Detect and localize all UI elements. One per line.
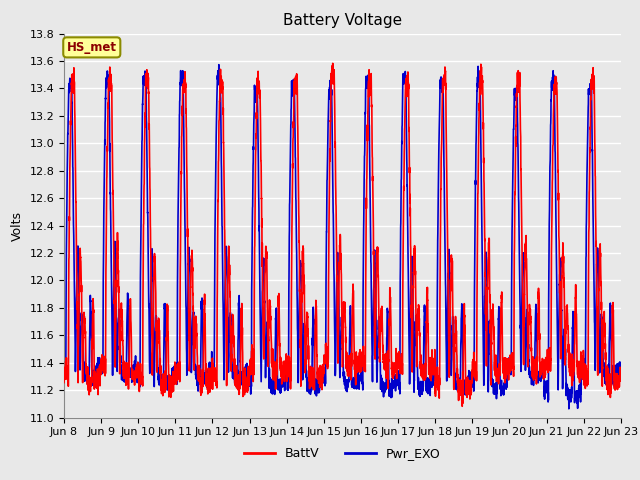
Pwr_EXO — [299, 366, 307, 372]
BattV — [60, 380, 68, 385]
BattV — [329, 60, 337, 66]
Text: HS_met: HS_met — [67, 41, 116, 54]
Pwr_EXO — [565, 406, 573, 412]
Pwr_EXO — [465, 374, 472, 380]
BattV — [298, 256, 306, 262]
Y-axis label: Volts: Volts — [11, 211, 24, 240]
Legend: BattV, Pwr_EXO: BattV, Pwr_EXO — [239, 442, 446, 465]
Pwr_EXO — [325, 92, 333, 98]
Pwr_EXO — [572, 393, 580, 399]
Pwr_EXO — [600, 368, 608, 374]
Line: BattV: BattV — [64, 63, 621, 406]
BattV — [572, 312, 580, 317]
BattV — [465, 390, 472, 396]
Pwr_EXO — [617, 361, 625, 367]
BattV — [600, 321, 608, 326]
BattV — [617, 378, 625, 384]
Title: Battery Voltage: Battery Voltage — [283, 13, 402, 28]
Pwr_EXO — [60, 365, 68, 371]
Pwr_EXO — [215, 62, 223, 68]
BattV — [458, 403, 466, 409]
BattV — [324, 279, 332, 285]
Line: Pwr_EXO: Pwr_EXO — [64, 65, 621, 409]
Pwr_EXO — [294, 370, 302, 375]
BattV — [294, 135, 301, 141]
